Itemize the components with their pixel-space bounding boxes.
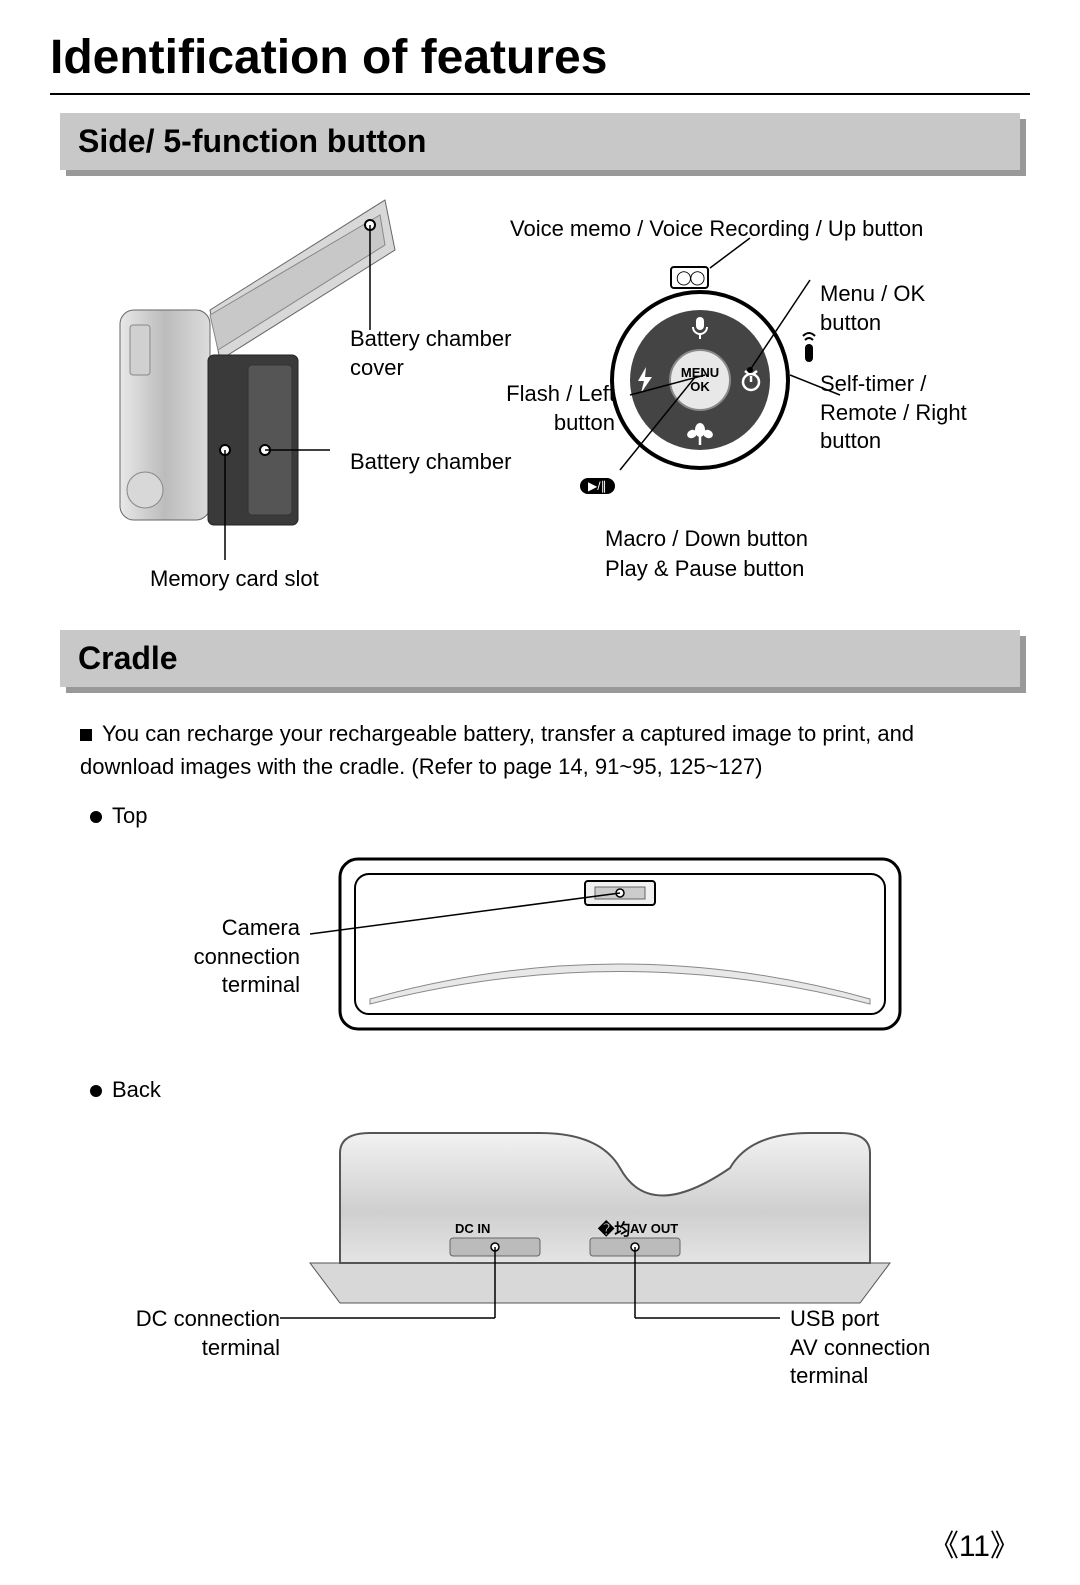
self-timer-icon [738, 367, 764, 393]
cradle-top-diagram: Camera connection terminal [50, 839, 1030, 1059]
svg-text:�均: �均 [597, 1219, 630, 1239]
label-self-timer: Self-timer / Remote / Right button [820, 370, 980, 456]
page-number: 《11》 [929, 1521, 1020, 1565]
label-battery-cover: Battery chamber cover [350, 325, 530, 382]
cradle-top-text: Top [112, 803, 147, 828]
cradle-top-illustration [310, 839, 930, 1049]
play-pause-icon: ▶/∥ [580, 478, 615, 494]
square-bullet-icon [80, 729, 92, 741]
label-voice-up: Voice memo / Voice Recording / Up button [510, 215, 923, 244]
label-macro-down: Macro / Down button [605, 525, 808, 554]
label-memory-slot: Memory card slot [150, 565, 319, 594]
dial-center-ok: OK [690, 380, 710, 394]
label-flash-left: Flash / Left button [505, 380, 615, 437]
tape-icon: ◯◯ [670, 266, 709, 289]
label-battery-chamber: Battery chamber [350, 448, 511, 477]
remote-icon [800, 330, 818, 364]
section-header-cradle: Cradle [60, 630, 1020, 687]
svg-text:DC IN: DC IN [455, 1221, 490, 1236]
mic-icon [689, 316, 711, 340]
svg-text:AV OUT: AV OUT [630, 1221, 678, 1236]
section-header-side: Side/ 5-function button [60, 113, 1020, 170]
camera-side-illustration [90, 190, 430, 590]
cradle-back-text: Back [112, 1077, 161, 1102]
cradle-back-label: Back [90, 1077, 1030, 1103]
dial-center-menu: MENU [681, 366, 719, 380]
cradle-back-diagram: DC IN AV OUT �均 DC connection terminal U… [50, 1113, 1030, 1373]
label-camera-conn: Camera connection terminal [130, 914, 300, 1000]
cradle-intro: You can recharge your rechargeable batte… [80, 717, 1010, 783]
round-bullet-icon-2 [90, 1085, 102, 1097]
five-function-dial: MENU OK ◯◯ ▶/∥ [610, 290, 790, 470]
round-bullet-icon [90, 811, 102, 823]
side-feature-diagram: Battery chamber cover Battery chamber Me… [50, 200, 1030, 620]
cradle-back-illustration: DC IN AV OUT �均 [280, 1113, 920, 1323]
label-menu-ok: Menu / OK button [820, 280, 960, 337]
label-dc-conn: DC connection terminal [110, 1305, 280, 1362]
label-play-pause: Play & Pause button [605, 555, 804, 584]
menu-ok-button: MENU OK [669, 349, 731, 411]
flash-icon [636, 367, 654, 393]
macro-icon [686, 422, 714, 446]
cradle-intro-text: You can recharge your rechargeable batte… [80, 721, 914, 779]
label-usb-av: USB port AV connection terminal [790, 1305, 990, 1391]
cradle-top-label: Top [90, 803, 1030, 829]
page-title: Identification of features [50, 30, 1030, 95]
